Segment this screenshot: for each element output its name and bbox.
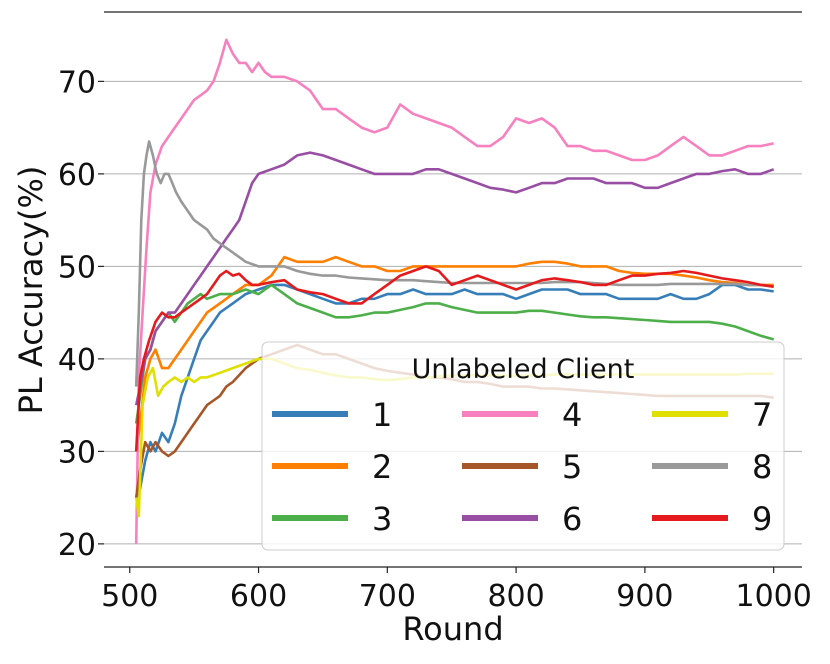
legend-box [261,341,785,551]
x-axis-label: Round [402,610,503,648]
y-axis-label: PL Accuracy(%) [12,166,50,415]
legend-label-client-9: 9 [752,500,772,538]
x-tick-label: 900 [616,579,673,614]
y-tick-label: 40 [58,343,96,378]
legend-label-client-1: 1 [372,396,392,434]
axes [104,11,802,568]
x-tick-label: 600 [230,579,287,614]
tick-labels: 20 30 40 50 60 70 500 600 700 800 900 1000 [58,65,812,614]
y-tick-label: 20 [58,528,96,563]
x-tick-label: 1000 [735,579,811,614]
y-tick-label: 60 [58,158,96,193]
legend-title: Unlabeled Client [412,354,635,385]
y-tick-label: 50 [58,250,96,285]
series-line-client-9 [134,265,774,452]
legend-label-client-3: 3 [372,500,392,538]
legend-label-client-4: 4 [562,396,582,434]
series-line-client-6 [134,151,775,406]
legend-label-client-5: 5 [562,448,582,486]
y-tick-label: 70 [58,65,96,100]
series-line-client-3 [134,283,775,424]
legend-entries: 1 2 3 4 5 6 7 8 9 [272,396,772,538]
legend-label-client-8: 8 [752,448,772,486]
x-tick-label: 700 [359,579,416,614]
legend-label-client-2: 2 [372,448,392,486]
series-line-client-8 [134,140,774,387]
series-line-client-4 [134,38,774,544]
series-line-client-1 [135,283,774,499]
legend: Unlabeled Client 1 2 3 4 5 6 7 8 9 [261,341,785,551]
legend-label-client-6: 6 [562,500,582,538]
x-tick-label: 800 [487,579,544,614]
y-tick-label: 30 [58,435,96,470]
legend-label-client-7: 7 [752,396,772,434]
x-tick-label: 500 [101,579,158,614]
